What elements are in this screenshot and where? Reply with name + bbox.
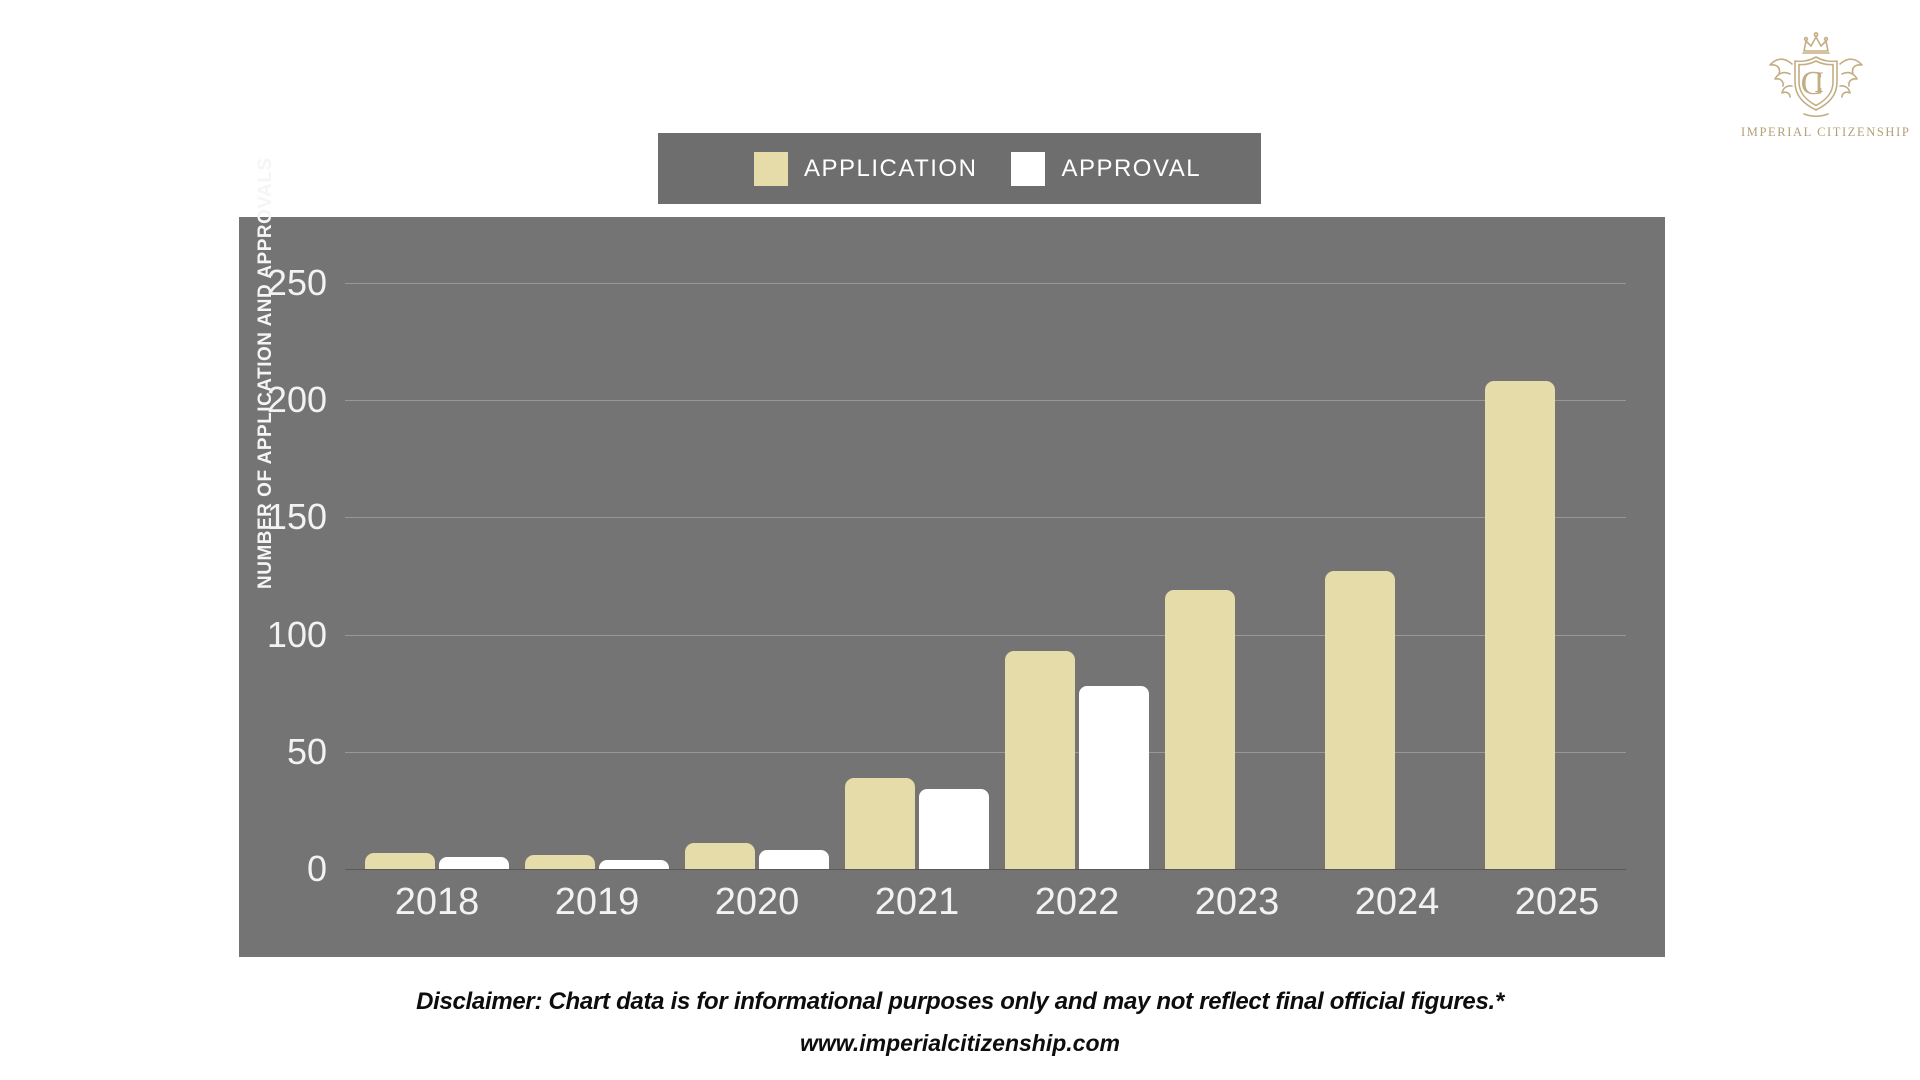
svg-text:I: I: [1814, 66, 1824, 99]
bar-application-2023: [1165, 590, 1235, 869]
x-axis-label-2025: 2025: [1514, 881, 1600, 923]
x-axis-label-2022: 2022: [1034, 881, 1120, 923]
bar-application-2025: [1485, 381, 1555, 869]
legend-item-application: APPLICATION: [754, 151, 978, 186]
x-axis-label-2019: 2019: [554, 881, 640, 923]
bar-application-2018: [365, 853, 435, 869]
gridline-150: [345, 517, 1626, 518]
gridline-0: [345, 869, 1626, 870]
legend-item-approval: APPROVAL: [1011, 151, 1202, 186]
bar-application-2021: [845, 778, 915, 869]
bar-approval-2018: [439, 857, 509, 869]
plot-area: 0 50 100 150 200 250 2018 2019 2020 2021 2022 2023 2…: [239, 217, 1665, 957]
approval-swatch-icon: [1011, 151, 1046, 186]
crest-icon: C I: [1769, 32, 1863, 118]
x-axis-label-2024: 2024: [1354, 881, 1440, 923]
svg-text:C: C: [1801, 65, 1824, 102]
y-tick-label-150: 150: [266, 496, 327, 537]
brand-name: IMPERIAL CITIZENSHIP: [1741, 125, 1911, 139]
gridline-100: [345, 635, 1626, 636]
x-axis-label-2018: 2018: [394, 881, 480, 923]
legend-label-application: APPLICATION: [804, 154, 978, 182]
website-url: www.imperialcitizenship.com: [800, 1030, 1120, 1056]
bar-approval-2019: [599, 860, 669, 869]
legend-label-approval: APPROVAL: [1061, 154, 1202, 182]
bar-application-2024: [1325, 571, 1395, 869]
y-tick-label-100: 100: [266, 614, 327, 655]
application-swatch-icon: [754, 151, 788, 186]
x-axis-label-2023: 2023: [1194, 881, 1280, 923]
bar-application-2020: [685, 843, 755, 869]
bar-approval-2020: [759, 850, 829, 869]
y-tick-label-0: 0: [306, 848, 327, 889]
bar-chart: NUMBER OF APPLICATION AND APPROVALS 0 50 1…: [239, 157, 1665, 957]
y-tick-label-50: 50: [286, 731, 327, 772]
brand-logo: C I IMPERIAL CITIZENSHIP: [1741, 30, 1911, 140]
gridline-50: [345, 752, 1626, 753]
chart-legend: APPLICATION APPROVAL: [658, 133, 1261, 204]
y-tick-label-250: 250: [266, 262, 327, 303]
bar-approval-2022: [1079, 686, 1149, 869]
gridline-200: [345, 400, 1626, 401]
bar-application-2022: [1005, 651, 1075, 869]
bar-application-2019: [525, 855, 595, 869]
disclaimer-text: Disclaimer: Chart data is for informatio…: [416, 988, 1504, 1015]
bar-approval-2021: [919, 789, 989, 869]
x-axis-label-2021: 2021: [874, 881, 960, 923]
y-tick-label-200: 200: [266, 379, 327, 420]
gridline-250: [345, 283, 1626, 284]
x-axis-label-2020: 2020: [714, 881, 800, 923]
